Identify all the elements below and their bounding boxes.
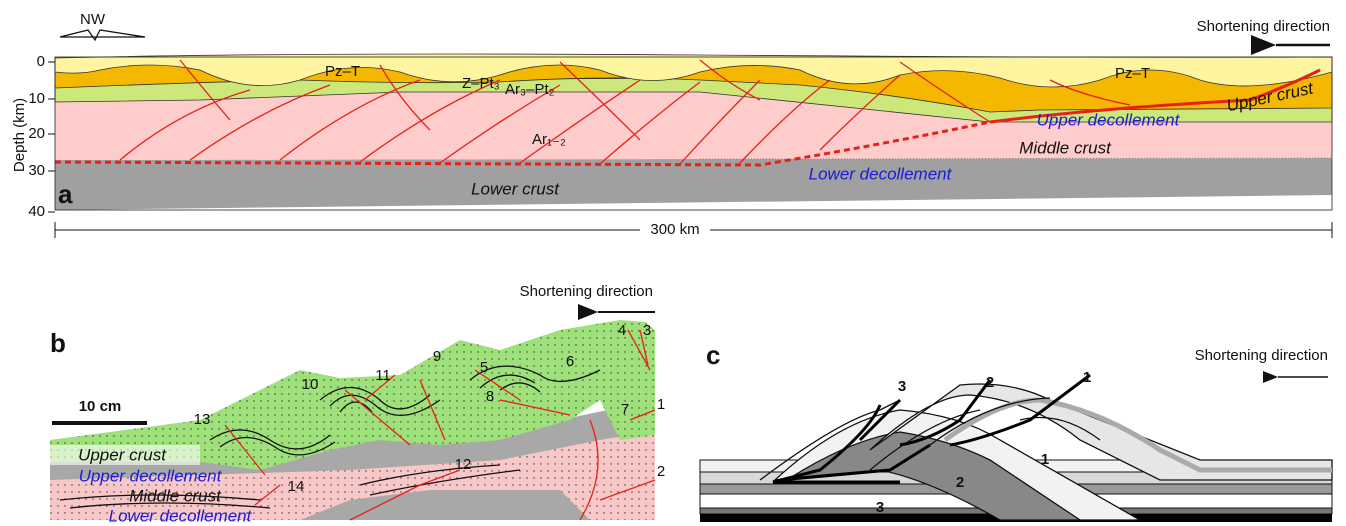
fault-number: 11: [375, 367, 391, 384]
depth-tick-label: 10: [28, 90, 45, 107]
fault-number: 8: [486, 388, 494, 405]
compass-symbol: [60, 30, 145, 40]
arrow-label: Shortening direction: [1197, 18, 1330, 35]
panel-label: a: [58, 179, 73, 209]
thrust-number: 2: [986, 374, 994, 391]
fault-number: 6: [566, 353, 574, 370]
layer-label: Upper decollement: [1037, 110, 1181, 129]
unit-label: Z–Pt₃: [462, 75, 500, 92]
layer-label: Lower decollement: [809, 164, 953, 183]
unit-label: Pz–T: [1115, 65, 1150, 82]
lower-crust: [55, 158, 1332, 210]
depth-tick-label: 20: [28, 125, 45, 142]
panel-c: c Shortening direction 3 2 1 3 2 1: [700, 340, 1332, 522]
depth-tick-label: 0: [37, 53, 45, 70]
scale-label: 300 km: [650, 221, 699, 238]
layer-label: Lower decollement: [109, 506, 253, 525]
fault-number: 3: [643, 322, 651, 339]
fault-number: 13: [194, 411, 211, 428]
fault-number: 4: [618, 322, 626, 339]
page: NW Shortening direction Depth (km) 01020…: [0, 0, 1346, 526]
thrust-number: 2: [956, 474, 964, 491]
thrust-number: 1: [1041, 451, 1049, 468]
layer-label: Upper crust: [78, 445, 167, 464]
unit-label: Ar₁₋₂: [532, 131, 566, 148]
layer-label: Middle crust: [129, 486, 222, 505]
compass-label: NW: [80, 11, 106, 28]
layer-label: Middle crust: [1019, 138, 1112, 157]
scale-label: 10 cm: [79, 398, 122, 415]
layer-label: Upper decollement: [79, 466, 223, 485]
fault-number: 1: [657, 396, 665, 413]
panel-label: b: [50, 328, 66, 358]
fault-number: 14: [288, 478, 305, 495]
thrust-number: 3: [898, 378, 906, 395]
arrow-label: Shortening direction: [1195, 347, 1328, 364]
fault-number: 12: [455, 456, 472, 473]
fault-number: 2: [657, 463, 665, 480]
axis-title: Depth (km): [11, 98, 28, 172]
thrust-number: 1: [1083, 369, 1091, 386]
depth-tick-label: 40: [28, 203, 45, 220]
unit-label: Pz–T: [325, 63, 360, 80]
unit-label: Ar₃–Pt₂: [505, 81, 555, 98]
figure: NW Shortening direction Depth (km) 01020…: [0, 0, 1346, 526]
panel-label: c: [706, 340, 720, 370]
depth-tick-label: 30: [28, 162, 45, 179]
arrow-label: Shortening direction: [520, 283, 653, 300]
panel-a: NW Shortening direction Depth (km) 0 10 20…: [11, 11, 1332, 240]
fault-number: 10: [302, 376, 319, 393]
layer-label: Lower crust: [471, 179, 560, 198]
fault-number: 9: [433, 348, 441, 365]
fault-number: 5: [480, 359, 488, 376]
thrust-number: 3: [876, 499, 884, 516]
depth-axis: 0 10 20 30 40: [28, 53, 55, 220]
fault-number: 7: [621, 401, 629, 418]
